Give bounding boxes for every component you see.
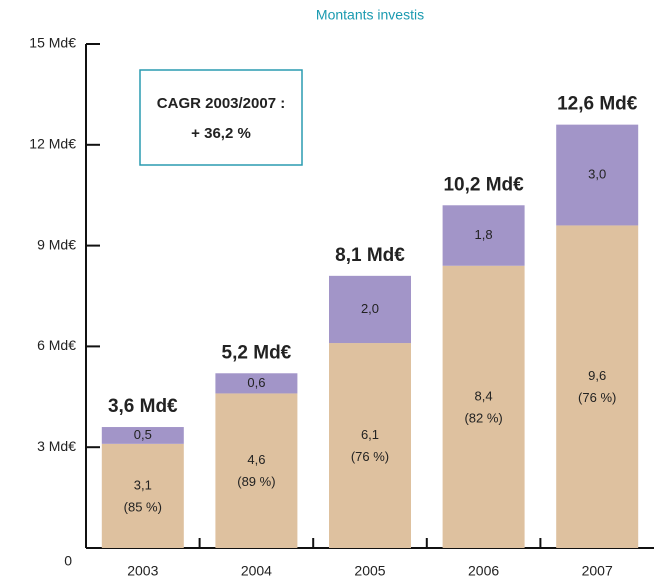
annotation: CAGR 2003/2007 : — [157, 95, 285, 112]
total-label: 8,1 Md€ — [335, 245, 405, 266]
annotation-box — [139, 69, 303, 166]
bar-segment — [101, 427, 184, 444]
y-tick-label: 12 Md€ — [29, 136, 76, 152]
value-label: 9,6 — [588, 368, 606, 383]
bar-segment — [329, 343, 411, 548]
bar-segment — [442, 265, 525, 548]
value-label: 6,1 — [361, 427, 379, 442]
bar-segment — [215, 373, 298, 394]
bar-segment — [215, 393, 298, 548]
bar-segment — [556, 225, 639, 548]
y-tick-label: 3 Md€ — [37, 438, 76, 454]
x-tick-label: 2007 — [582, 563, 613, 579]
y-tick-label: 9 Md€ — [37, 236, 76, 252]
total-label: 12,6 Md€ — [557, 94, 638, 115]
x-tick-label: 2005 — [354, 563, 385, 579]
value-label: 1,8 — [475, 227, 493, 242]
share-label: (76 %) — [578, 390, 616, 405]
value-label: 0,6 — [247, 375, 265, 390]
share-label: (76 %) — [351, 449, 389, 464]
value-label: 8,4 — [475, 388, 493, 403]
chart-title: Montants investis — [316, 7, 424, 23]
annotation: + 36,2 % — [191, 125, 251, 142]
bar-segment — [442, 205, 525, 266]
bar-segment — [329, 275, 411, 344]
y-tick-label: 0 — [64, 553, 72, 569]
value-label: 2,0 — [361, 301, 379, 316]
y-tick-label: 15 Md€ — [29, 35, 76, 51]
x-tick-label: 2006 — [468, 563, 499, 579]
total-label: 10,2 Md€ — [443, 174, 524, 195]
value-label: 3,1 — [134, 477, 152, 492]
share-label: (89 %) — [237, 474, 275, 489]
x-tick-label: 2003 — [127, 563, 158, 579]
total-label: 3,6 Md€ — [108, 396, 178, 417]
share-label: (82 %) — [464, 410, 502, 425]
share-label: (85 %) — [124, 499, 162, 514]
y-tick-label: 6 Md€ — [37, 337, 76, 353]
value-label: 0,5 — [134, 427, 152, 442]
bar-segment — [101, 443, 184, 548]
x-tick-label: 2004 — [241, 563, 272, 579]
value-label: 4,6 — [247, 452, 265, 467]
bar-segment — [556, 124, 639, 226]
total-label: 5,2 Md€ — [222, 342, 292, 363]
value-label: 3,0 — [588, 166, 606, 181]
